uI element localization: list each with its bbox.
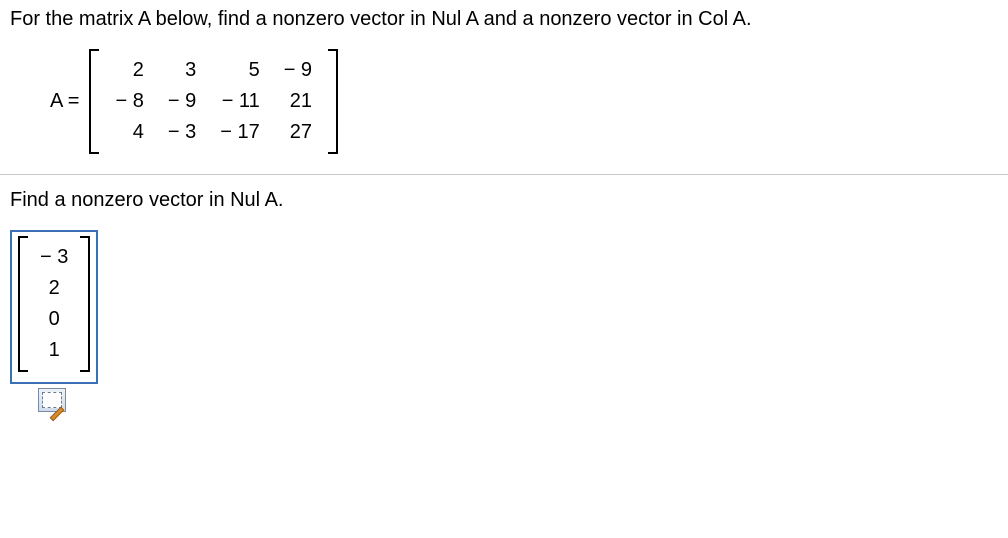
- matrix-cell: − 8: [103, 86, 155, 117]
- matrix-cell: − 3: [156, 117, 208, 148]
- answer-input-box[interactable]: − 3 2 0 1: [10, 230, 98, 384]
- vector-cell: 2: [32, 273, 76, 304]
- question-text: For the matrix A below, find a nonzero v…: [10, 8, 998, 31]
- matrix-cell: 4: [103, 117, 155, 148]
- answer-vector: − 3 2 0 1: [18, 236, 90, 372]
- matrix-label: A =: [50, 90, 79, 113]
- matrix-a: 2 3 5 − 9 − 8 − 9 − 11 21 4 − 3 − 17 27: [89, 49, 338, 154]
- matrix-cell: 27: [272, 117, 324, 148]
- bracket-left: [18, 236, 28, 372]
- vector-cell: 0: [32, 304, 76, 335]
- vector-row: 1: [32, 335, 76, 366]
- edit-icon-row: [38, 388, 998, 412]
- vector-row: − 3: [32, 242, 76, 273]
- bracket-left: [89, 49, 99, 154]
- matrix-row: − 8 − 9 − 11 21: [103, 86, 324, 117]
- matrix-cell: 5: [208, 55, 271, 86]
- matrix-cell: 3: [156, 55, 208, 86]
- subprompt-text: Find a nonzero vector in Nul A.: [10, 189, 998, 212]
- matrix-cell: − 11: [208, 86, 271, 117]
- matrix-definition: A = 2 3 5 − 9 − 8 − 9 − 11 21 4 − 3: [50, 49, 998, 154]
- matrix-row: 2 3 5 − 9: [103, 55, 324, 86]
- answer-vector-body: − 3 2 0 1: [28, 236, 80, 372]
- matrix-cell: − 17: [208, 117, 271, 148]
- vector-row: 0: [32, 304, 76, 335]
- matrix-cell: − 9: [156, 86, 208, 117]
- bracket-right: [328, 49, 338, 154]
- matrix-cell: 21: [272, 86, 324, 117]
- matrix-a-body: 2 3 5 − 9 − 8 − 9 − 11 21 4 − 3 − 17 27: [99, 49, 328, 154]
- matrix-cell: − 9: [272, 55, 324, 86]
- matrix-cell: 2: [103, 55, 155, 86]
- vector-cell: 1: [32, 335, 76, 366]
- vector-cell: − 3: [32, 242, 76, 273]
- matrix-row: 4 − 3 − 17 27: [103, 117, 324, 148]
- edit-matrix-icon[interactable]: [38, 388, 66, 412]
- bracket-right: [80, 236, 90, 372]
- vector-row: 2: [32, 273, 76, 304]
- section-divider: [0, 174, 1008, 175]
